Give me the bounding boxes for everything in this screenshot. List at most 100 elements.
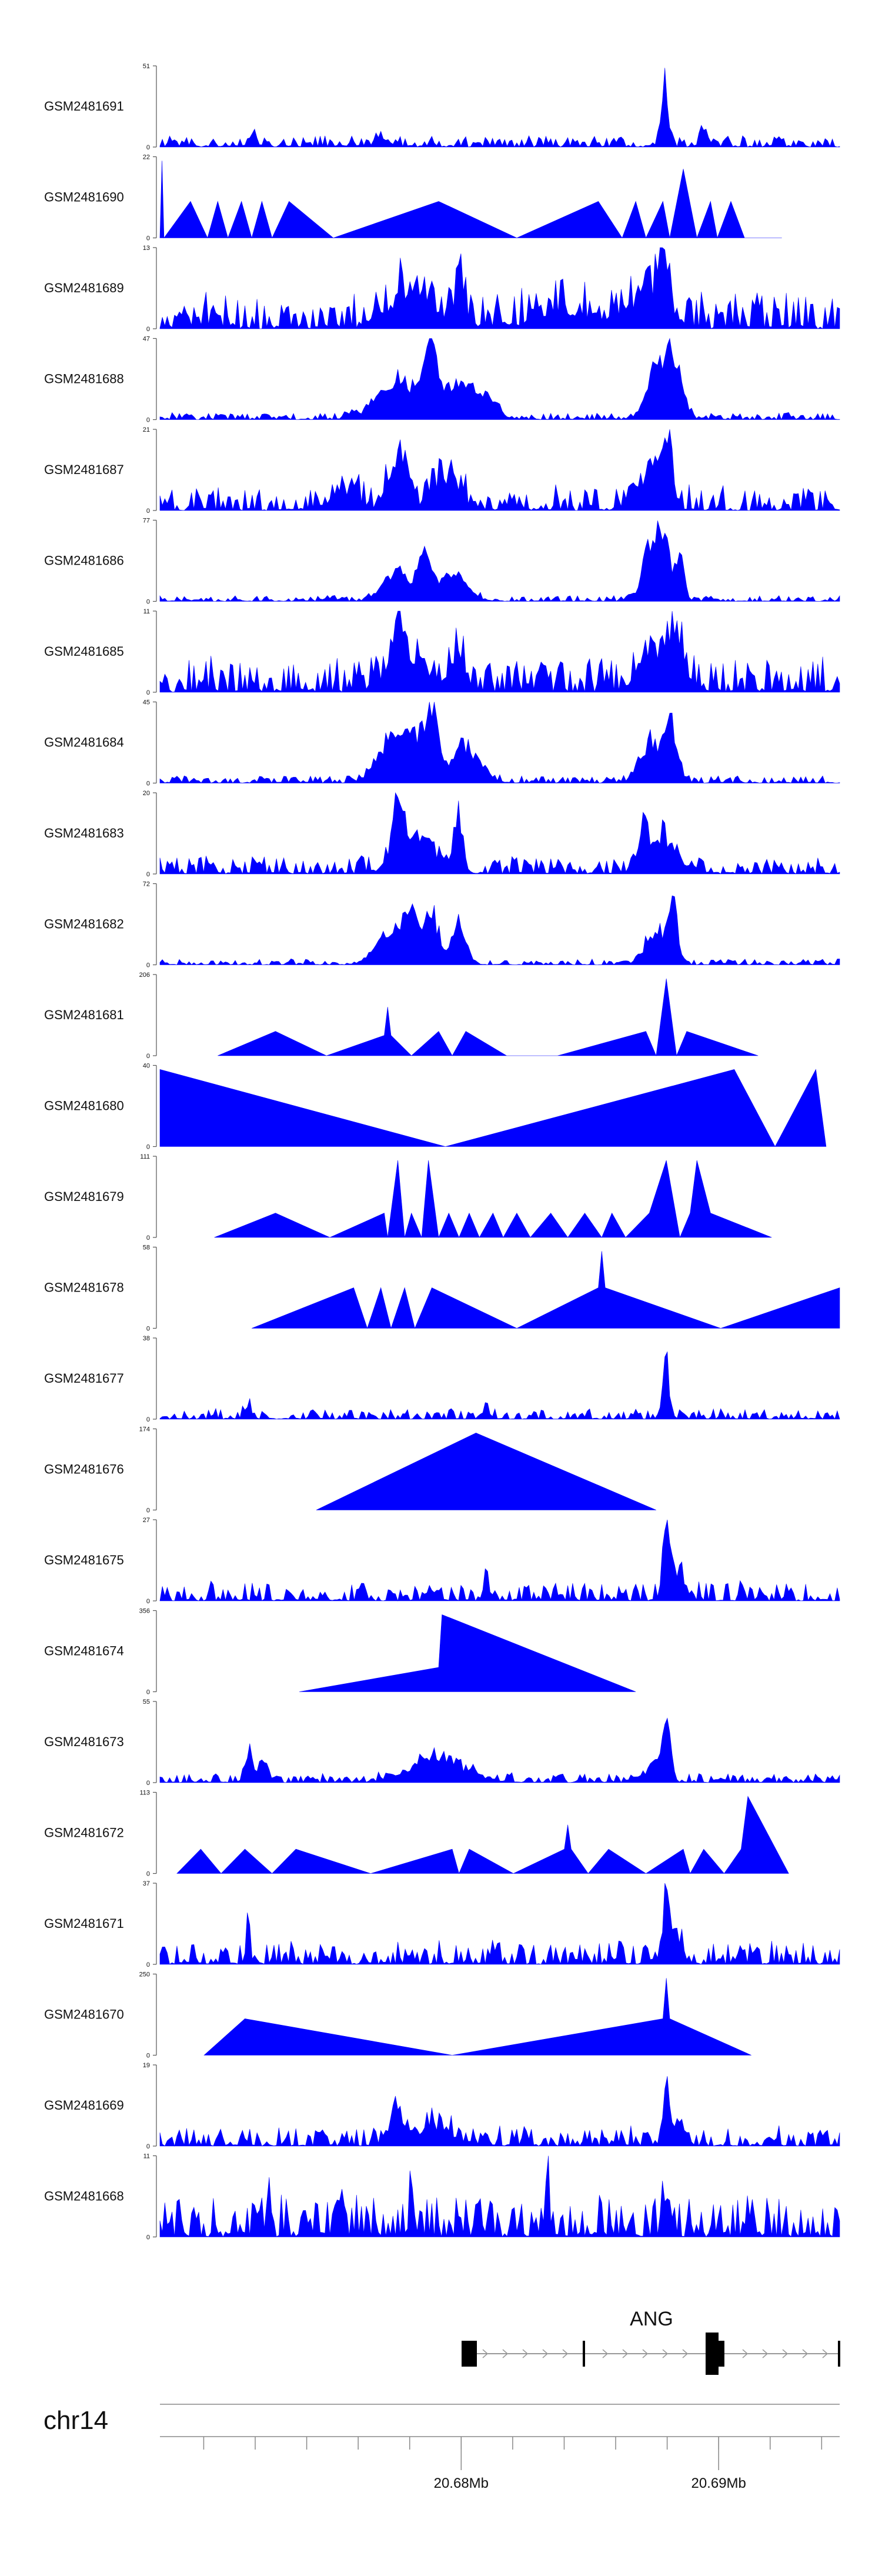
strand-arrow-icon: [522, 2349, 529, 2358]
gene-exon: [706, 2333, 719, 2375]
y-zero-label: 0: [146, 1416, 150, 1423]
y-zero-label: 0: [146, 1689, 150, 1696]
y-max-label: 250: [139, 1971, 150, 1978]
y-max-label: 13: [143, 245, 150, 252]
track-label: GSM2481680: [44, 1099, 124, 1113]
track-GSM2481685: GSM2481685 11 0: [44, 608, 840, 696]
y-zero-label: 0: [146, 1780, 150, 1787]
track-GSM2481687: GSM2481687 21 0: [44, 426, 840, 515]
y-zero-label: 0: [146, 1598, 150, 1605]
track-GSM2481682: GSM2481682 72 0: [44, 881, 840, 969]
track-GSM2481671: GSM2481671 37 0: [44, 1880, 840, 1968]
coverage-area: [159, 338, 840, 421]
y-max-label: 38: [143, 1335, 150, 1342]
coverage-area: [159, 68, 840, 148]
coverage-area: [159, 702, 840, 784]
track-GSM2481683: GSM2481683 20 0: [44, 790, 840, 878]
y-max-label: 47: [143, 336, 150, 343]
coverage-area: [251, 1251, 840, 1329]
track-label: GSM2481679: [44, 1189, 124, 1204]
gene-name-label: ANG: [630, 2308, 673, 2330]
strand-arrow-icon: [682, 2349, 689, 2358]
coverage-area: [159, 610, 840, 693]
coverage-area: [159, 2155, 840, 2238]
y-zero-label: 0: [146, 2053, 150, 2060]
coverage-area: [299, 1614, 636, 1692]
y-max-label: 19: [143, 2062, 150, 2069]
y-max-label: 51: [143, 63, 150, 70]
coverage-area: [159, 247, 840, 329]
y-zero-label: 0: [146, 1053, 150, 1060]
y-max-label: 77: [143, 518, 150, 525]
y-zero-label: 0: [146, 235, 150, 242]
track-label: GSM2481681: [44, 1007, 124, 1022]
gene-exon: [719, 2341, 724, 2367]
track-label: GSM2481684: [44, 735, 124, 750]
coverage-area: [159, 429, 840, 511]
track-label: GSM2481668: [44, 2189, 124, 2204]
y-max-label: 21: [143, 426, 150, 433]
coverage-area: [159, 792, 840, 875]
track-GSM2481678: GSM2481678 58 0: [44, 1244, 840, 1333]
coverage-area: [159, 161, 782, 239]
strand-arrow-icon: [662, 2349, 669, 2358]
y-max-label: 22: [143, 154, 150, 161]
track-label: GSM2481678: [44, 1280, 124, 1295]
x-tick-label: 20.68Mb: [434, 2475, 489, 2491]
strand-arrow-icon: [642, 2349, 649, 2358]
y-zero-label: 0: [146, 962, 150, 969]
track-label: GSM2481688: [44, 372, 124, 386]
y-max-label: 45: [143, 699, 150, 706]
chromosome-label: chr14: [44, 2406, 108, 2435]
track-GSM2481686: GSM2481686 77 0: [44, 518, 840, 606]
track-GSM2481672: GSM2481672 113 0: [44, 1790, 789, 1878]
coverage-area: [214, 1160, 772, 1239]
coverage-area: [159, 520, 840, 602]
gene-exon: [838, 2341, 840, 2367]
coverage-area: [159, 1351, 840, 1420]
coverage-area: [159, 1069, 827, 1147]
track-label: GSM2481687: [44, 462, 124, 477]
y-zero-label: 0: [146, 2143, 150, 2150]
track-GSM2481668: GSM2481668 11 0: [44, 2153, 840, 2241]
y-max-label: 72: [143, 881, 150, 888]
y-zero-label: 0: [146, 508, 150, 515]
gene-exon: [462, 2341, 477, 2367]
track-label: GSM2481677: [44, 1371, 124, 1386]
strand-arrow-icon: [542, 2349, 549, 2358]
y-max-label: 58: [143, 1244, 150, 1252]
y-zero-label: 0: [146, 326, 150, 333]
y-max-label: 40: [143, 1063, 150, 1070]
strand-arrow-icon: [802, 2349, 808, 2358]
strand-arrow-icon: [482, 2349, 489, 2358]
track-label: GSM2481676: [44, 1462, 124, 1477]
y-max-label: 111: [140, 1153, 150, 1160]
strand-arrow-icon: [782, 2349, 789, 2358]
y-zero-label: 0: [146, 1871, 150, 1878]
strand-arrow-icon: [822, 2349, 828, 2358]
strand-arrow-icon: [602, 2349, 609, 2358]
y-max-label: 356: [139, 1608, 150, 1615]
track-label: GSM2481690: [44, 190, 124, 205]
y-zero-label: 0: [146, 780, 150, 788]
track-label: GSM2481682: [44, 917, 124, 932]
y-max-label: 11: [143, 2153, 150, 2160]
track-GSM2481679: GSM2481679 111 0: [44, 1153, 772, 1242]
y-max-label: 113: [139, 1790, 150, 1797]
track-GSM2481670: GSM2481670 250 0: [44, 1971, 751, 2060]
track-GSM2481674: GSM2481674 356 0: [44, 1608, 636, 1696]
track-label: GSM2481686: [44, 553, 124, 568]
track-label: GSM2481672: [44, 1826, 124, 1840]
track-GSM2481676: GSM2481676 174 0: [44, 1426, 657, 1514]
strand-arrow-icon: [742, 2349, 749, 2358]
strand-arrow-icon: [622, 2349, 629, 2358]
coverage-area: [316, 1433, 657, 1510]
track-label: GSM2481671: [44, 1916, 124, 1931]
track-GSM2481669: GSM2481669 19 0: [44, 2062, 840, 2150]
track-label: GSM2481685: [44, 644, 124, 659]
coverage-area: [203, 1978, 751, 2056]
track-GSM2481680: GSM2481680 40 0: [44, 1063, 827, 1151]
y-max-label: 206: [139, 972, 150, 979]
track-label: GSM2481669: [44, 2098, 124, 2113]
